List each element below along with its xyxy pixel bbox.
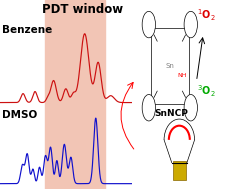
Circle shape bbox=[184, 94, 197, 121]
Text: SnNCP: SnNCP bbox=[155, 109, 189, 118]
Text: PDT window: PDT window bbox=[42, 3, 123, 16]
Text: Benzene: Benzene bbox=[2, 25, 52, 35]
Text: Sn: Sn bbox=[165, 63, 174, 69]
Text: DMSO: DMSO bbox=[2, 110, 37, 120]
Text: $^3$O$_2$: $^3$O$_2$ bbox=[197, 83, 215, 98]
FancyBboxPatch shape bbox=[151, 28, 189, 104]
Circle shape bbox=[142, 11, 155, 38]
Text: $^1$O$_2$: $^1$O$_2$ bbox=[197, 7, 215, 23]
FancyBboxPatch shape bbox=[173, 161, 186, 180]
Circle shape bbox=[184, 11, 197, 38]
Circle shape bbox=[142, 94, 155, 121]
Bar bbox=[45, 0, 105, 189]
Text: NH: NH bbox=[178, 73, 187, 78]
